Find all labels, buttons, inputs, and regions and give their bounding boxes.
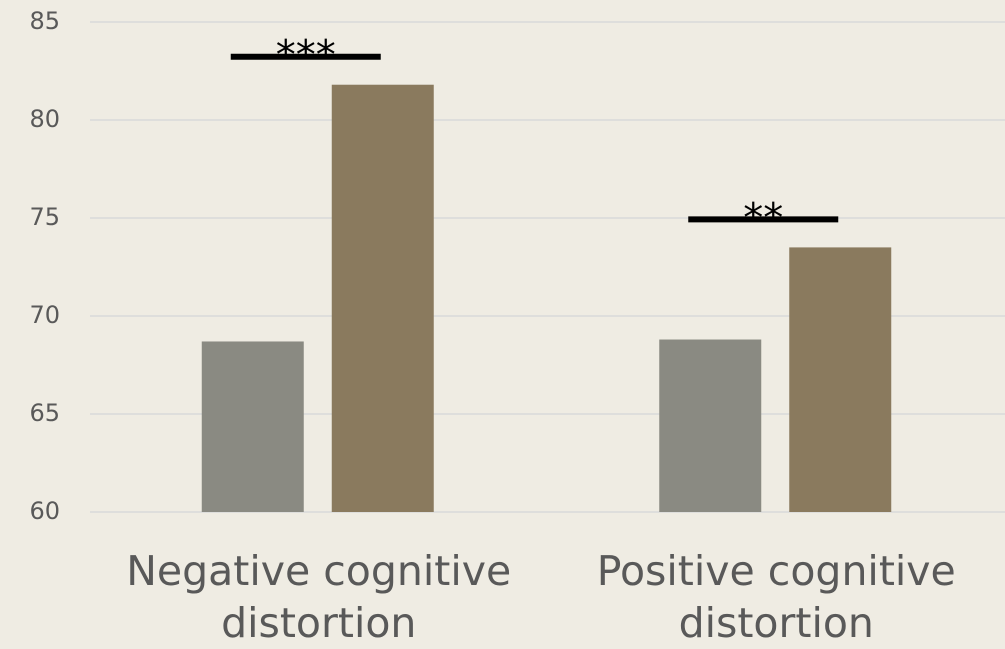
y-tick-label: 80 (29, 105, 60, 133)
bar (789, 247, 892, 512)
bar (331, 84, 434, 512)
y-tick-label: 85 (29, 7, 60, 35)
y-tick-label: 75 (29, 203, 60, 231)
bar (659, 339, 762, 512)
significance-label: *** (276, 33, 336, 79)
significance-label: ** (743, 195, 783, 241)
y-tick-label: 65 (29, 399, 60, 427)
bar (201, 341, 304, 512)
x-tick-label: Positive cognitive distortion (596, 547, 956, 647)
x-tick-label: Negative cognitive distortion (126, 547, 512, 647)
y-tick-label: 60 (29, 497, 60, 525)
y-tick-label: 70 (29, 301, 60, 329)
